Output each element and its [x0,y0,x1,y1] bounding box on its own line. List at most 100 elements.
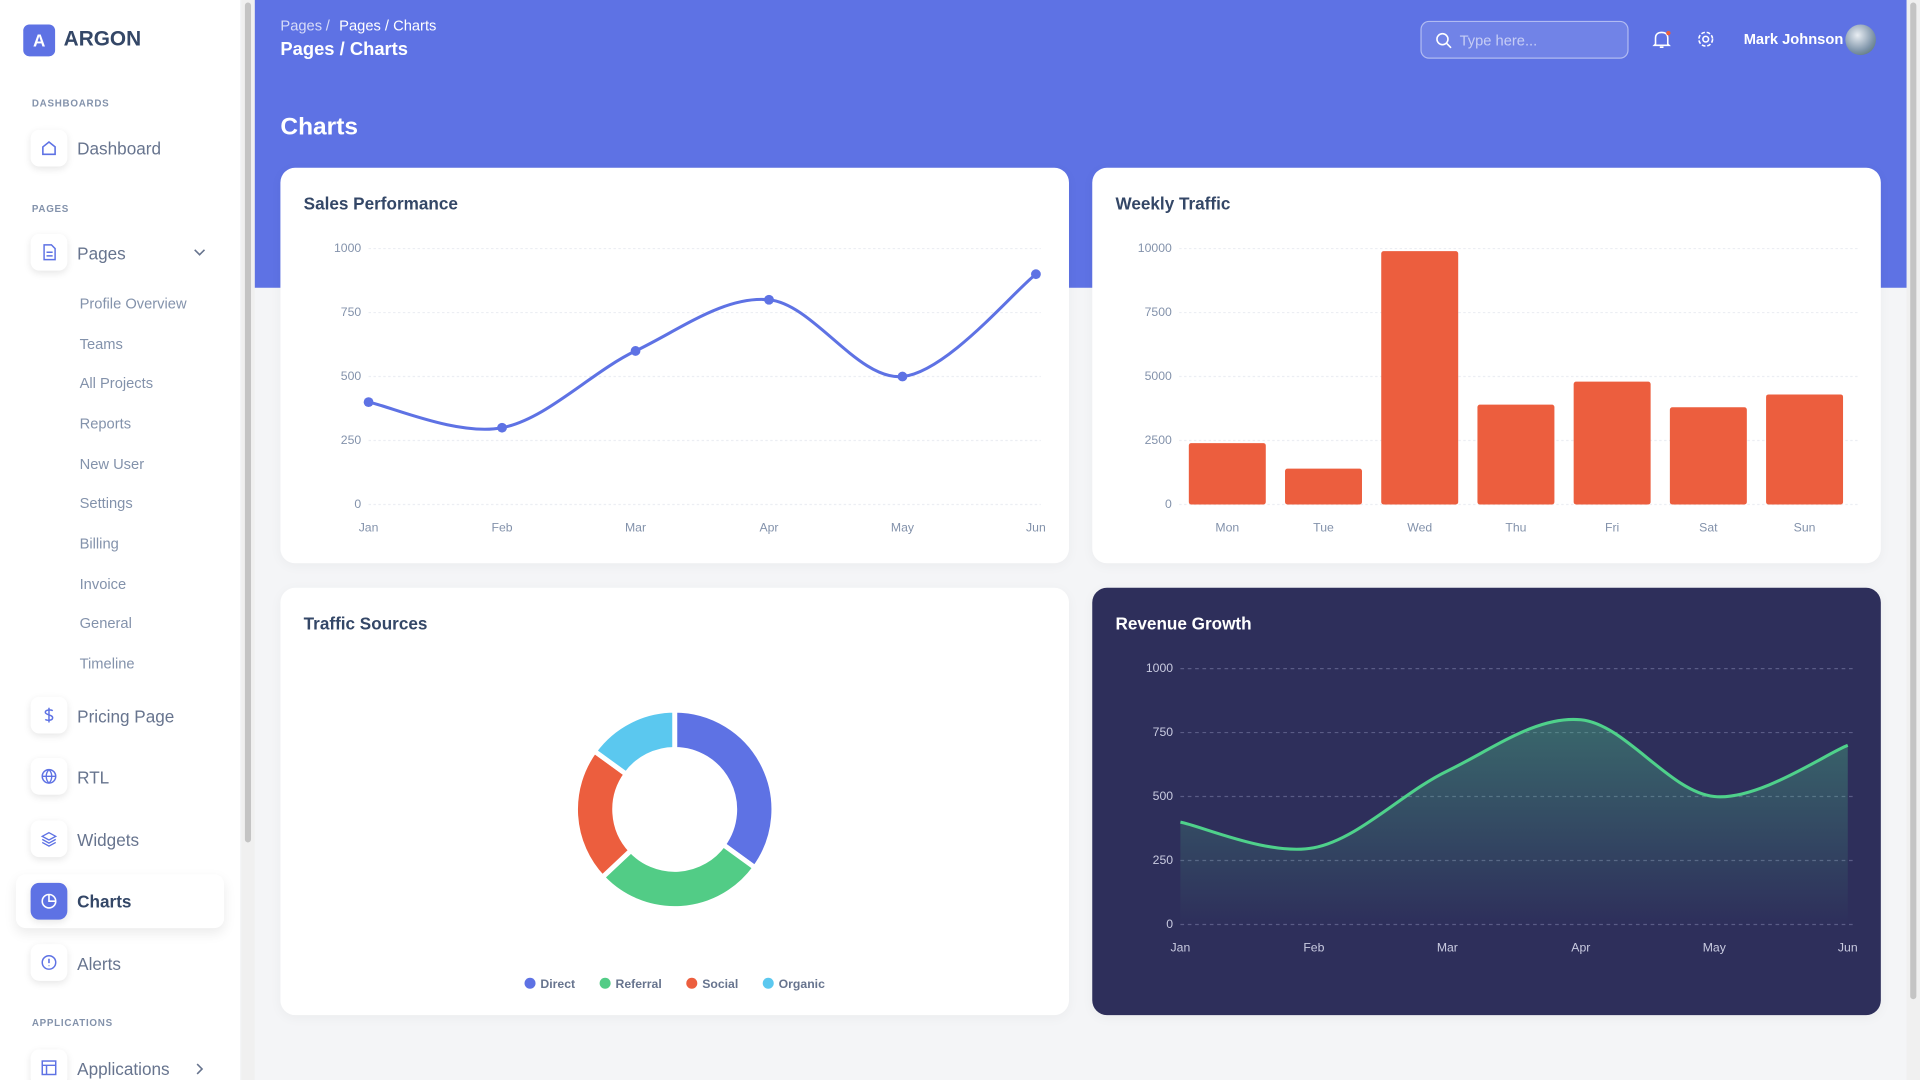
x-tick-label: Feb [1303,940,1324,954]
y-tick-label: 250 [341,433,362,447]
sub-item[interactable]: Settings [79,494,133,512]
y-tick-label: 7500 [1145,305,1172,319]
card: Weekly Traffic 0 2500 5000 7500 10000 Mon Tue We… [1092,167,1881,564]
sub-item[interactable]: Reports [79,415,132,433]
legend-label: Organic [779,977,825,991]
bar [1573,381,1651,505]
section-heading: DASHBOARDS [31,97,110,109]
section-heading: PAGES [31,203,70,215]
y-tick-label: 500 [1153,789,1174,803]
sub-item[interactable]: All Projects [79,374,154,392]
point [1031,269,1041,280]
x-tick-label: Thu [1505,520,1526,534]
doughnut-segment [598,841,759,912]
chart: Weekly Traffic 0 2500 5000 7500 10000 Mon Tue We… [1116,193,1858,534]
chart: Revenue Growth 0 250 500 750 1000 Jan Feb Mar Apr… [1116,613,1858,954]
icon [30,233,68,271]
nav-item[interactable]: Dashboard [77,138,162,158]
sub-item[interactable]: Invoice [79,575,127,593]
bar [1285,468,1362,505]
chevron[interactable] [195,1062,205,1077]
avatar[interactable] [1845,24,1876,56]
x-tick-label: May [891,520,915,534]
x-tick-label: Feb [491,520,512,534]
sub-item[interactable]: Billing [79,535,119,553]
chart-title: Sales Performance [304,193,458,213]
breadcrumb: Pages / Charts [339,17,437,35]
bell-icon[interactable] [1652,29,1672,50]
line [1180,717,1849,851]
sub-item[interactable]: Timeline [79,655,135,673]
sub-item[interactable]: Profile Overview [79,295,187,313]
bar [1381,251,1459,505]
icon [30,696,68,734]
y-tick-label: 0 [1166,917,1173,931]
search-icon [1436,32,1452,49]
legend-swatch [599,977,611,989]
settings-icon[interactable] [1696,29,1716,49]
point [764,294,774,305]
nav-item[interactable]: Widgets [77,830,140,850]
nav-item[interactable]: Applications [77,1059,170,1079]
x-tick-label: Sat [1699,520,1718,534]
doughnut-segment [672,707,777,872]
point [363,397,374,408]
x-tick-label: Fri [1605,520,1619,534]
point [630,346,641,356]
search-box[interactable]: Type here... [1420,20,1629,59]
point [497,422,507,433]
x-tick-label: Jun [1026,520,1046,534]
y-tick-label: 1000 [334,241,361,255]
nav-item[interactable]: Alerts [77,953,121,974]
sub-item[interactable]: General [79,614,132,632]
x-tick-label: Jan [1171,940,1191,954]
doughnut-segment [591,707,678,778]
scrollbar-thumb[interactable] [244,2,252,843]
icon [30,820,68,858]
legend-swatch [524,977,536,989]
user-name[interactable]: Mark Johnson [1743,30,1844,48]
search-placeholder: Type here... [1459,31,1538,49]
nav-item[interactable]: Pricing Page [77,706,175,727]
brand[interactable]: ARGON [63,26,142,51]
breadcrumb[interactable]: Pages [280,17,323,35]
nav-item[interactable]: Pages [77,243,126,264]
x-tick-label: Jan [359,520,379,534]
icon [30,944,68,981]
scrollbar-thumb[interactable] [1910,2,1917,1000]
sub-item[interactable]: New User [79,455,145,473]
chart: Sales Performance 0 250 500 750 1000 Jan Feb Mar… [304,193,1046,534]
chart-title: Traffic Sources [304,613,428,633]
x-tick-label: May [1703,940,1727,954]
y-tick-label: 10000 [1138,241,1172,255]
y-tick-label: 750 [1153,725,1174,739]
nav-item-active[interactable]: Charts [77,891,132,912]
x-tick-label: Apr [1571,940,1590,954]
bar [1669,407,1747,505]
sidebar: A ARGON DASHBOARDS Dashboard PAGES Pages… [0,0,241,1080]
x-tick-label: Apr [759,520,778,534]
bar [1477,404,1555,505]
y-tick-label: 2500 [1145,433,1172,447]
section-heading: APPLICATIONS [31,1017,113,1029]
x-tick-label: Wed [1407,520,1432,534]
page-title: Pages / Charts [280,39,409,61]
y-tick-label: 750 [341,305,362,319]
chart: Traffic Sources Direct Referral Social Organ… [304,613,825,991]
chevron[interactable] [192,247,207,257]
card: Traffic Sources Direct Referral Social Organ… [280,587,1069,1016]
breadcrumb-separator: / [325,17,330,35]
card: Sales Performance 0 250 500 750 1000 Jan Feb Mar… [280,167,1069,564]
chart-title: Weekly Traffic [1116,193,1231,213]
x-tick-label: Sun [1794,520,1816,534]
logo[interactable]: A [23,24,56,57]
x-tick-label: Mar [625,520,646,534]
bar [1766,394,1844,505]
nav-item[interactable]: RTL [77,767,110,788]
area [1180,719,1848,925]
sub-item[interactable]: Teams [79,335,123,353]
point [897,371,908,382]
icon [30,1049,68,1080]
heading: Charts [280,113,358,141]
